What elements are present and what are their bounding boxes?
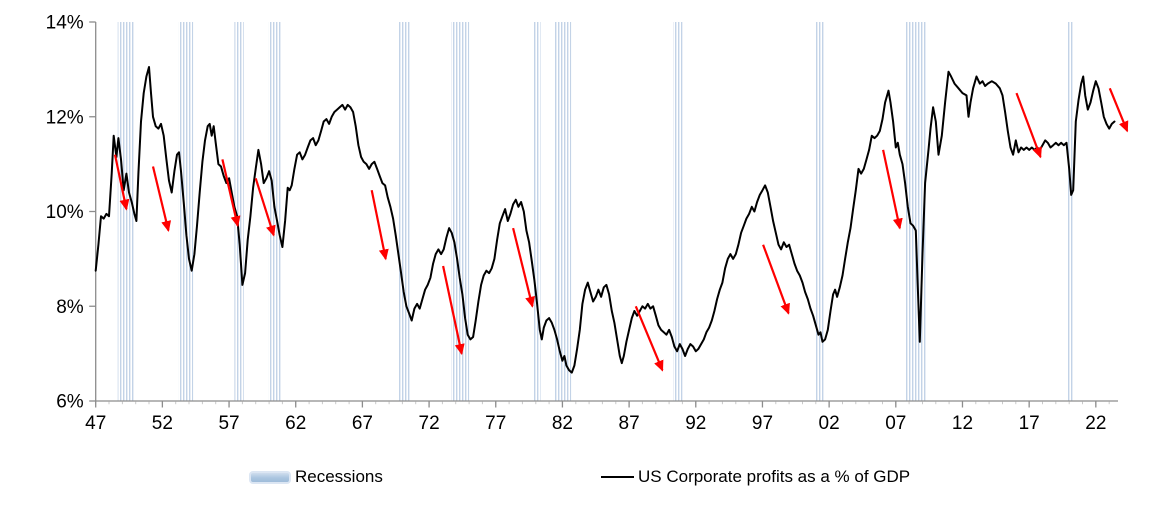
decline-arrow [442,265,465,356]
x-axis-label: 17 [1019,413,1040,434]
x-axis-label: 12 [952,413,973,434]
decline-arrow [370,189,389,261]
x-axis-label: 67 [352,413,373,434]
x-axis-label: 02 [819,413,840,434]
series-line-swatch-icon [601,476,634,478]
legend: Recessions US Corporate profits as a % o… [0,464,1152,490]
x-axis-label: 62 [285,413,306,434]
decline-arrow [1108,87,1129,133]
recession-legend-label: Recessions [295,467,383,486]
y-axis-label: 14% [46,13,84,34]
recession-band [553,22,572,401]
decline-arrow [113,154,130,211]
x-axis-label: 87 [619,413,640,434]
profits-line [94,66,1116,374]
y-axis-label: 12% [46,107,84,128]
decline-arrow [762,244,790,315]
recession-band [673,22,683,401]
series-legend-label: US Corporate profits as a % of GDP [638,467,911,486]
decline-arrow [512,227,535,308]
decline-arrow [151,166,172,232]
recession-band [178,22,194,401]
decline-arrow [1015,92,1042,159]
recession-band [397,22,411,401]
x-axis-label: 57 [218,413,239,434]
decline-arrow [882,149,903,230]
recession-band [533,22,541,401]
x-axis-label: 92 [685,413,706,434]
decline-arrow [634,305,664,372]
x-axis-label: 52 [152,413,173,434]
x-axis-label: 07 [885,413,906,434]
x-axis-label: 82 [552,413,573,434]
recession-band [117,22,135,401]
y-axis-label: 8% [56,297,84,318]
legend-item-series: US Corporate profits as a % of GDP [601,464,910,490]
y-axis-label: 6% [56,392,84,413]
x-axis-label: 47 [85,413,106,434]
recession-band [814,22,825,401]
legend-item-recessions: Recessions [249,464,383,490]
x-axis-label: 77 [485,413,506,434]
y-axis-label: 10% [46,202,84,223]
decline-arrow [221,159,241,228]
recession-band [1067,22,1074,401]
x-axis-label: 97 [752,413,773,434]
recession-band [234,22,244,401]
x-axis-label: 72 [419,413,440,434]
decline-arrow [254,177,276,237]
recession-swatch-icon [249,470,291,484]
x-axis-label: 22 [1085,413,1106,434]
